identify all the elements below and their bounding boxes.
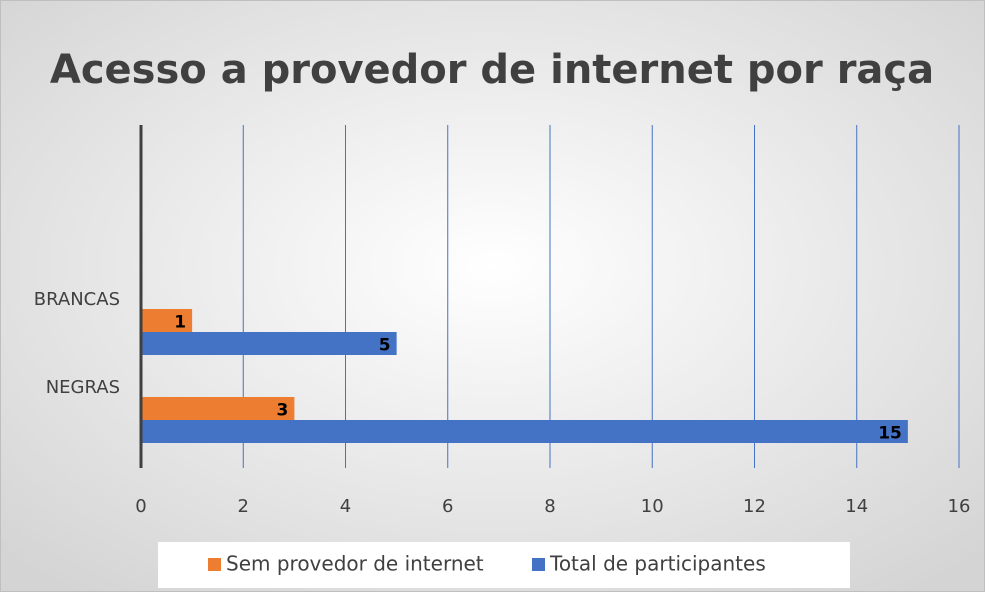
legend-label: Total de participantes: [549, 552, 766, 576]
x-tick-label: 6: [442, 496, 453, 517]
data-label: 3: [277, 401, 289, 421]
data-label: 5: [379, 336, 391, 356]
legend-swatch: [208, 558, 221, 571]
legend-swatch: [532, 558, 545, 571]
x-tick-label: 12: [743, 496, 766, 517]
bar: [141, 420, 908, 443]
x-tick-label: 4: [340, 496, 351, 517]
legend-box: [158, 542, 850, 588]
x-tick-label: 0: [135, 496, 146, 517]
x-tick-label: 2: [238, 496, 249, 517]
bar: [141, 332, 397, 355]
data-label: 15: [878, 424, 902, 444]
x-tick-label: 16: [948, 496, 971, 517]
chart-title: Acesso a provedor de internet por raça: [50, 47, 934, 93]
x-tick-label: 10: [641, 496, 664, 517]
data-label: 1: [174, 313, 186, 333]
y-tick-label: NEGRAS: [46, 377, 120, 398]
legend-label: Sem provedor de internet: [226, 552, 484, 576]
x-tick-label: 14: [845, 496, 868, 517]
bar: [141, 309, 193, 332]
y-tick-label: BRANCAS: [34, 289, 120, 310]
x-tick-label: 8: [544, 496, 555, 517]
bar: [141, 397, 295, 420]
